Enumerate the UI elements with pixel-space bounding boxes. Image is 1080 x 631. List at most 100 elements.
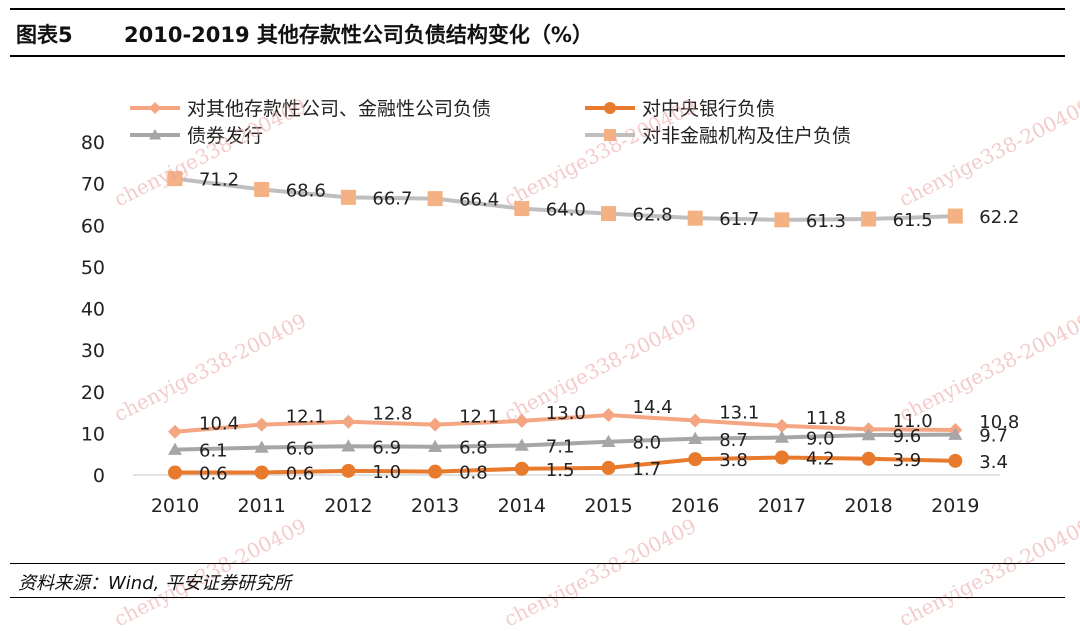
data-point xyxy=(167,171,183,187)
data-labels: 10.4 12.1 12.8 12.1 13.0 14.4 13.1 11.8 11.0 10.8… xyxy=(199,170,1019,485)
legend-label: 对非金融机构及住户负债 xyxy=(642,125,851,147)
data-label: 8.7 xyxy=(719,430,748,451)
data-point xyxy=(428,439,443,452)
data-label: 61.5 xyxy=(893,210,933,231)
data-label: 71.2 xyxy=(199,170,239,191)
y-tick-label: 10 xyxy=(81,423,105,445)
data-point xyxy=(428,417,443,432)
y-tick-label: 20 xyxy=(81,382,105,404)
data-point xyxy=(428,464,443,479)
data-label: 0.6 xyxy=(199,464,228,485)
series-line xyxy=(174,432,956,452)
data-label: 3.4 xyxy=(979,452,1008,473)
data-label: 1.5 xyxy=(546,460,575,481)
data-label: 66.7 xyxy=(372,188,412,209)
data-label: 1.7 xyxy=(633,459,662,480)
x-tick-label: 2018 xyxy=(844,495,892,517)
data-label: 7.1 xyxy=(546,436,575,457)
data-label: 61.7 xyxy=(719,209,759,230)
x-tick-label: 2011 xyxy=(238,495,286,517)
series-line xyxy=(175,455,956,475)
data-label: 68.6 xyxy=(286,180,326,201)
data-label: 13.1 xyxy=(719,402,759,423)
source-top-rule xyxy=(10,563,1065,564)
data-label: 6.9 xyxy=(372,437,401,458)
data-point xyxy=(861,211,877,227)
data-point xyxy=(947,208,963,224)
data-label: 10.8 xyxy=(979,412,1019,433)
chart-axes: 0 10 20 30 40 50 60 70 80 2010 2011 2012 2013 2014 201… xyxy=(81,132,1000,517)
data-label: 0.6 xyxy=(286,464,315,485)
y-tick-label: 70 xyxy=(81,174,105,196)
data-label: 6.8 xyxy=(459,438,488,459)
legend-label: 对其他存款性公司、金融性公司负债 xyxy=(187,98,491,120)
x-tick-label: 2019 xyxy=(931,495,979,517)
y-tick-label: 0 xyxy=(93,465,105,487)
data-label: 62.8 xyxy=(633,205,673,226)
data-label: 66.4 xyxy=(459,190,499,211)
data-label: 3.9 xyxy=(893,450,922,471)
data-point xyxy=(340,189,356,205)
data-label: 11.0 xyxy=(893,411,933,432)
chart-title: 2010-2019 其他存款性公司负债结构变化（%） xyxy=(124,23,593,47)
data-point xyxy=(254,417,269,432)
data-point xyxy=(514,438,529,451)
data-point xyxy=(774,212,790,228)
data-point xyxy=(254,181,270,197)
data-point xyxy=(687,210,703,226)
data-point xyxy=(688,431,703,445)
data-point xyxy=(948,427,963,440)
x-tick-label: 2015 xyxy=(584,495,632,517)
data-label: 61.3 xyxy=(806,211,846,232)
y-tick-label: 50 xyxy=(81,257,105,279)
data-point xyxy=(168,442,182,455)
data-point xyxy=(514,413,529,428)
data-label: 9.7 xyxy=(979,426,1008,447)
source-bottom-rule xyxy=(10,597,1065,598)
x-tick-label: 2014 xyxy=(498,495,546,517)
data-point xyxy=(514,461,529,476)
data-label: 0.8 xyxy=(459,463,488,484)
x-tick-label: 2010 xyxy=(151,495,199,517)
data-label: 9.6 xyxy=(893,426,922,447)
data-label: 11.8 xyxy=(806,408,846,429)
chart-series xyxy=(167,171,963,480)
data-point xyxy=(254,465,269,480)
data-label: 10.4 xyxy=(199,414,239,435)
data-label: 9.0 xyxy=(806,429,835,450)
x-tick-label: 2016 xyxy=(671,495,719,517)
data-point xyxy=(341,439,356,452)
data-point xyxy=(149,102,161,114)
y-tick-label: 40 xyxy=(81,299,105,321)
data-label: 8.0 xyxy=(633,433,662,454)
data-point xyxy=(601,460,616,475)
series-line xyxy=(174,176,956,222)
y-tick-label: 60 xyxy=(81,215,105,237)
x-tick-label: 2012 xyxy=(324,495,372,517)
data-point xyxy=(774,450,789,465)
data-point xyxy=(861,428,876,441)
data-label: 3.8 xyxy=(719,450,748,471)
data-point xyxy=(514,201,530,217)
x-tick-label: 2017 xyxy=(758,495,806,517)
data-point xyxy=(149,129,161,140)
data-point xyxy=(601,408,616,423)
data-point xyxy=(168,465,182,480)
series-line xyxy=(174,413,956,434)
data-point xyxy=(948,453,963,468)
data-label: 4.2 xyxy=(806,449,835,470)
data-label: 62.2 xyxy=(979,207,1019,228)
data-point xyxy=(601,434,616,447)
x-tick-label: 2013 xyxy=(411,495,459,517)
data-point xyxy=(604,102,616,114)
legend-label: 对中央银行负债 xyxy=(642,98,775,120)
data-label: 14.4 xyxy=(633,397,673,418)
data-point xyxy=(341,414,356,429)
source-note: 资料来源：Wind, 平安证券研究所 xyxy=(18,573,292,594)
data-label: 6.6 xyxy=(286,439,315,460)
data-point xyxy=(601,206,616,222)
data-point xyxy=(688,452,703,467)
data-point xyxy=(427,191,443,207)
data-point xyxy=(861,451,876,466)
